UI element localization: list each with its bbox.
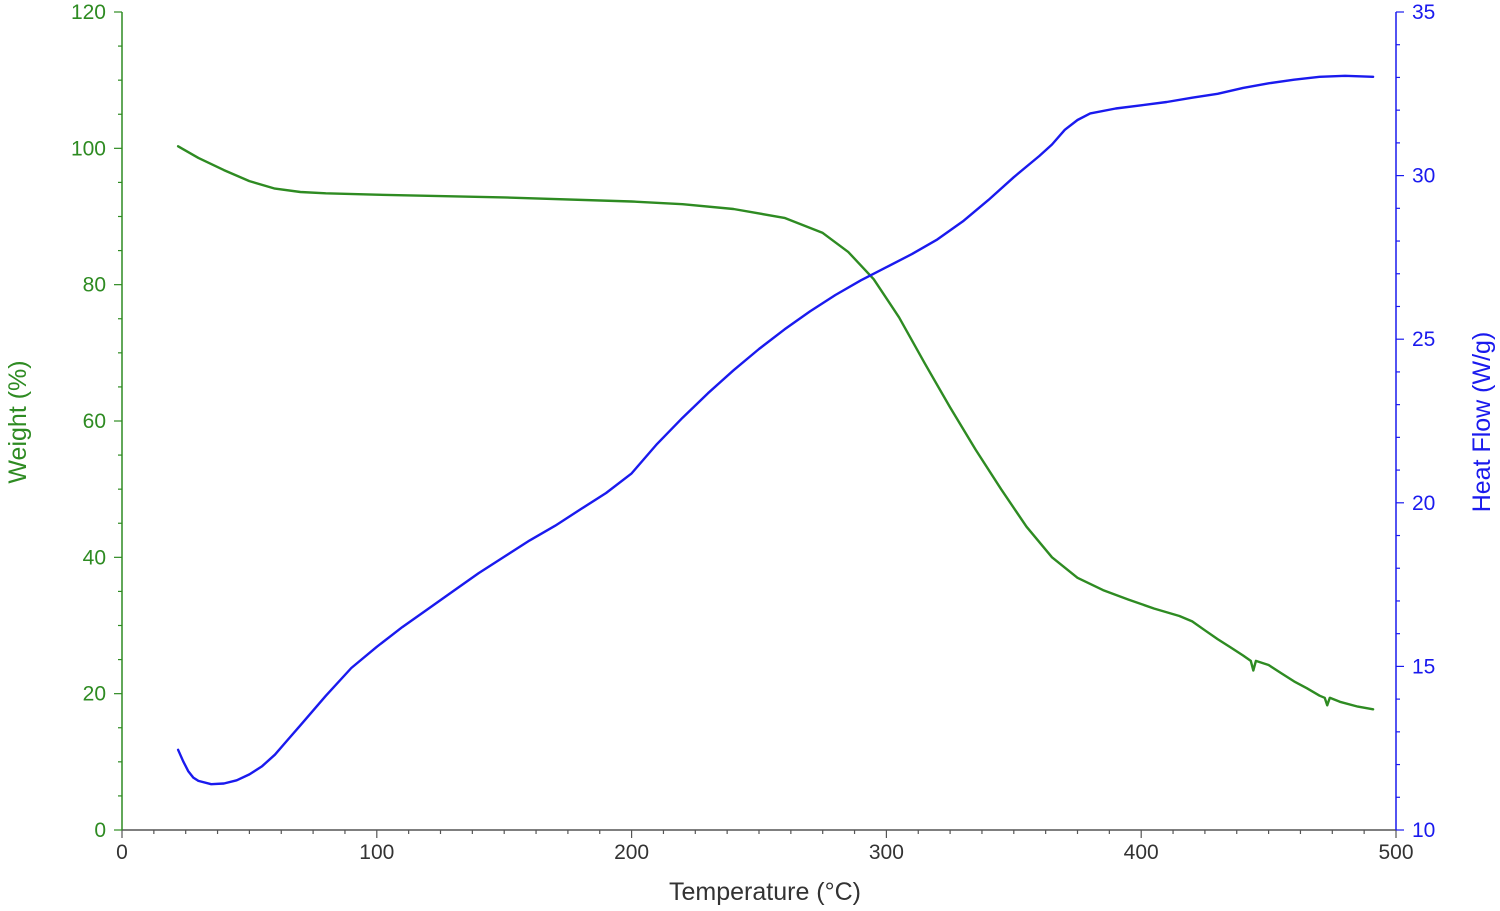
- x-axis-label: Temperature (°C): [669, 878, 861, 906]
- y-right-tick-label: 10: [1412, 819, 1435, 842]
- y-left-tick-label: 120: [71, 1, 106, 24]
- series-layer: [176, 74, 1375, 786]
- x-tick-label: 200: [614, 841, 649, 864]
- x-tick-label: 500: [1378, 841, 1413, 864]
- y-left-tick-label: 80: [83, 274, 106, 297]
- y-left-tick-label: 0: [94, 819, 106, 842]
- x-tick-label: 0: [116, 841, 128, 864]
- axes: 0 100 200 300 400 500 0 20 40 60 80 100 120 10 15 20 25 3…: [71, 1, 1435, 864]
- x-tick-label: 300: [869, 841, 904, 864]
- y-left-tick-label: 20: [83, 683, 106, 706]
- x-tick-label: 100: [359, 841, 394, 864]
- weight-curve: [176, 145, 1375, 711]
- y-right-axis-label: Heat Flow (W/g): [1468, 332, 1496, 513]
- y-right-tick-label: 20: [1412, 492, 1435, 515]
- y-right-tick-label: 35: [1412, 1, 1435, 24]
- y-right-tick-label: 25: [1412, 328, 1435, 351]
- y-left-tick-label: 100: [71, 137, 106, 160]
- y-left-tick-label: 40: [83, 546, 106, 569]
- y-left-axis-label: Weight (%): [4, 360, 32, 483]
- x-tick-label: 400: [1124, 841, 1159, 864]
- y-right-tick-label: 30: [1412, 165, 1435, 188]
- y-left-tick-label: 60: [83, 410, 106, 433]
- y-right-tick-label: 15: [1412, 655, 1435, 678]
- heat-flow-curve: [176, 74, 1375, 786]
